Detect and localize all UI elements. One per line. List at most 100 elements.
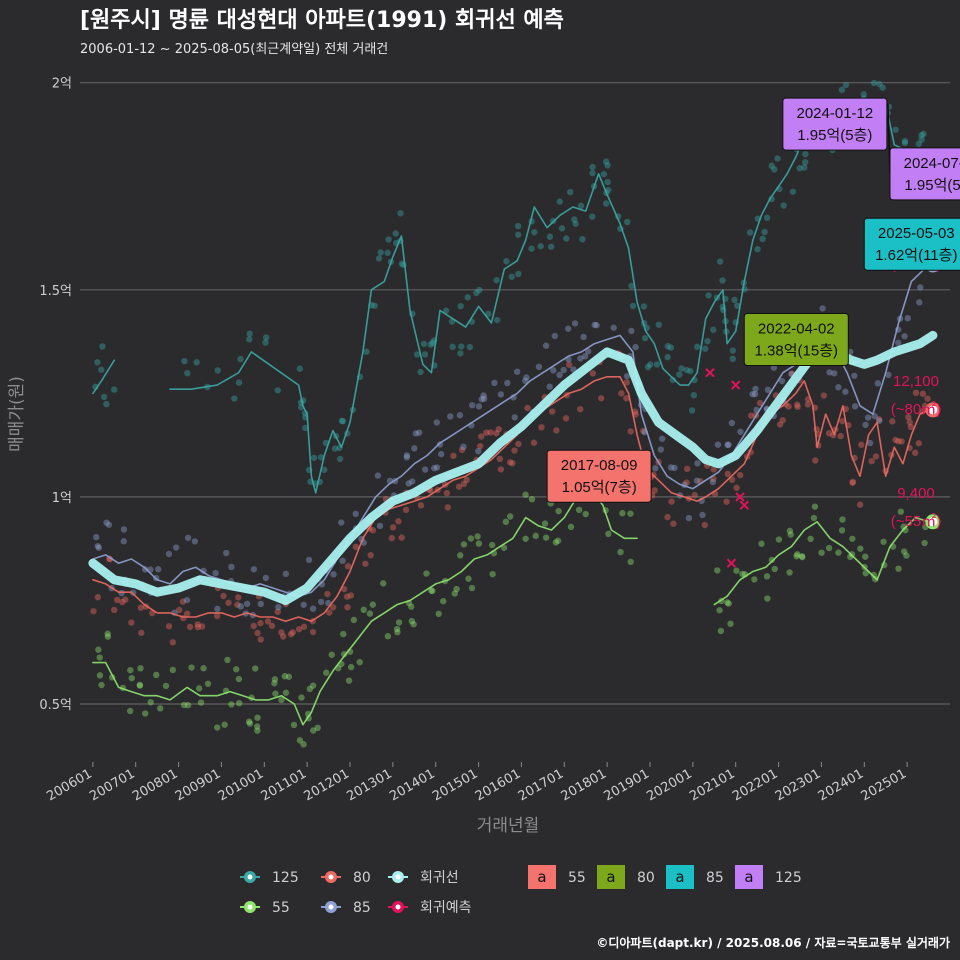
scatter-point-55 <box>619 510 626 517</box>
scatter-point-125 <box>915 140 923 148</box>
scatter-point-125 <box>759 235 766 243</box>
forecast-marker <box>739 500 749 510</box>
scatter-point-125 <box>655 321 663 328</box>
scatter-point-55 <box>857 545 864 552</box>
scatter-point-85 <box>374 472 382 479</box>
scatter-point-80 <box>352 543 360 551</box>
scatter-point-80 <box>179 598 187 605</box>
scatter-point-125 <box>336 455 344 463</box>
scatter-point-85 <box>693 477 701 484</box>
scatter-point-85 <box>120 538 127 545</box>
scatter-point-55 <box>764 595 771 602</box>
scatter-point-80 <box>623 379 630 386</box>
scatter-point-55 <box>522 535 529 542</box>
scatter-point-80 <box>627 428 634 435</box>
scatter-point-55 <box>807 535 814 543</box>
scatter-point-55 <box>314 724 321 732</box>
scatter-point-125 <box>235 379 243 386</box>
scatter-point-85 <box>564 325 572 332</box>
x-tick-label: 202001 <box>644 766 694 804</box>
legend-item-회귀예측: 회귀예측 <box>388 900 472 916</box>
scatter-point-85 <box>497 391 505 398</box>
scatter-point-125 <box>602 200 610 207</box>
scatter-point-125 <box>734 302 741 309</box>
scatter-point-80 <box>309 628 317 636</box>
scatter-point-125 <box>801 164 808 171</box>
legend-label: 80 <box>353 870 371 886</box>
x-tick-label: 201301 <box>344 766 394 804</box>
scatter-point-125 <box>731 296 738 304</box>
scatter-point-125 <box>493 276 500 284</box>
scatter-point-80 <box>618 390 625 397</box>
scatter-point-125 <box>556 198 563 205</box>
scatter-point-80 <box>295 625 303 633</box>
scatter-point-125 <box>694 343 701 351</box>
scatter-point-85 <box>581 353 589 360</box>
end-markers: 15,600(~85㎡)12,100(~80㎡)9,400(~55㎡) <box>891 228 941 530</box>
scatter-point-55 <box>180 701 188 709</box>
scatter-point-55 <box>235 699 243 707</box>
scatter-point-125 <box>457 302 464 310</box>
legend-label: 85 <box>353 900 371 916</box>
scatter-point-55 <box>345 677 353 684</box>
scatter-point-55 <box>246 720 254 727</box>
scatter-point-85 <box>580 333 587 341</box>
scatter-point-85 <box>165 550 173 558</box>
scatter-point-80 <box>872 453 880 460</box>
scatter-point-85 <box>262 574 270 582</box>
scatter-point-80 <box>747 412 755 419</box>
callout-price: 1.95억(5층) <box>797 127 872 144</box>
scatter-point-55 <box>716 607 723 614</box>
scatter-point-125 <box>683 366 690 374</box>
end-label-area: (~80㎡) <box>891 401 941 418</box>
scatter-point-55 <box>468 584 476 592</box>
x-tick-label: 201501 <box>430 766 480 804</box>
scatter-point-80 <box>785 403 792 410</box>
scatter-point-55 <box>356 658 363 666</box>
scatter-point-125 <box>214 367 221 374</box>
scatter-point-125 <box>589 213 596 220</box>
scatter-point-80 <box>444 504 452 511</box>
scatter-point-80 <box>849 479 856 487</box>
scatter-point-55 <box>253 723 261 730</box>
scatter-point-85 <box>411 445 418 452</box>
scatter-point-80 <box>794 403 801 411</box>
scatter-point-80 <box>344 563 352 570</box>
scatter-point-125 <box>771 166 778 173</box>
scatter-point-85 <box>339 557 346 565</box>
scatter-point-55 <box>453 585 460 593</box>
y-tick-label: 2억 <box>52 77 72 92</box>
scatter-point-80 <box>509 460 516 467</box>
scatter-point-80 <box>194 624 202 631</box>
scatter-point-125 <box>420 340 428 348</box>
scatter-point-85 <box>412 430 420 437</box>
scatter-point-55 <box>213 724 221 731</box>
scatter-point-55 <box>394 629 401 636</box>
scatter-point-125 <box>796 165 803 172</box>
scatter-point-55 <box>502 518 510 526</box>
scatter-point-80 <box>128 619 135 626</box>
scatter-point-125 <box>181 357 188 365</box>
scatter-point-125 <box>628 282 635 290</box>
scatter-point-125 <box>371 302 378 309</box>
scatter-point-80 <box>912 389 920 397</box>
scatter-point-125 <box>397 210 404 217</box>
x-tick-label: 200901 <box>173 766 223 804</box>
scatter-point-55 <box>408 603 415 610</box>
scatter-point-80 <box>812 457 819 464</box>
scatter-point-85 <box>183 596 191 604</box>
scatter-point-125 <box>842 81 850 89</box>
end-label-price: 9,400 <box>897 485 935 502</box>
scatter-point-125 <box>589 163 596 171</box>
scatter-point-125 <box>514 222 522 230</box>
scatter-point-85 <box>456 412 464 419</box>
x-tick-label: 202401 <box>816 766 866 804</box>
scatter-point-85 <box>431 464 438 472</box>
x-tick-label: 201801 <box>559 766 609 804</box>
scatter-point-125 <box>789 188 797 195</box>
scatter-point-80 <box>417 502 425 509</box>
scatter-point-85 <box>504 379 511 387</box>
scatter-point-80 <box>511 447 518 454</box>
scatter-point-80 <box>889 418 896 425</box>
